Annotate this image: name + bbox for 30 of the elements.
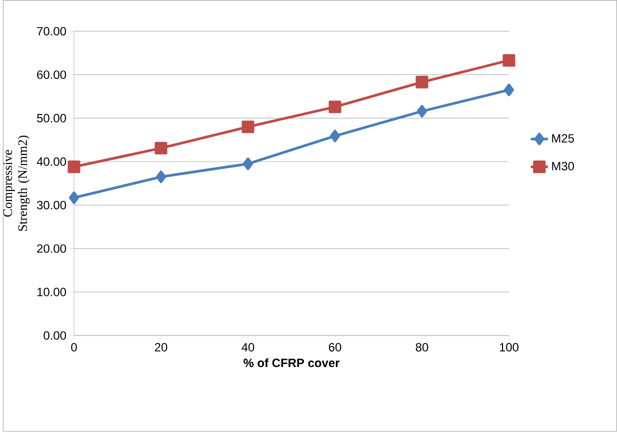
- legend-label: M30: [552, 162, 574, 171]
- point: [416, 105, 428, 118]
- y-tick-label: 20.00: [37, 244, 66, 254]
- y-tick-label: 70.00: [37, 27, 66, 36]
- point: [242, 158, 254, 170]
- y-tick-label: 40.00: [36, 158, 66, 166]
- y-tick-label: 50.00: [37, 114, 66, 123]
- y-tick-label: 60.00: [37, 70, 66, 80]
- x-tick-label: 60: [328, 343, 342, 352]
- point: [154, 142, 168, 155]
- point: [502, 54, 516, 67]
- point: [68, 192, 80, 204]
- y-axis-title: Compressive Strength (N/mm2): [3, 136, 30, 231]
- x-tick-label: 40: [242, 343, 254, 352]
- point: [68, 160, 80, 174]
- x-tick-label: 80: [416, 343, 428, 352]
- legend-label: M25: [552, 134, 574, 143]
- point: [330, 130, 340, 142]
- y-tick-label: 10.00: [37, 288, 66, 296]
- point: [504, 84, 514, 96]
- x-axis-title: % of CFRP cover: [244, 358, 340, 368]
- point: [156, 170, 166, 184]
- point: [242, 120, 254, 134]
- y-tick-label: 30.00: [36, 201, 66, 210]
- x-tick-label: 20: [154, 343, 168, 352]
- x-tick-label: 0: [71, 343, 77, 352]
- x-tick-label: 100: [500, 343, 518, 352]
- y-tick-label: 0.00: [44, 331, 66, 340]
- point: [416, 76, 428, 89]
- point: [328, 100, 342, 114]
